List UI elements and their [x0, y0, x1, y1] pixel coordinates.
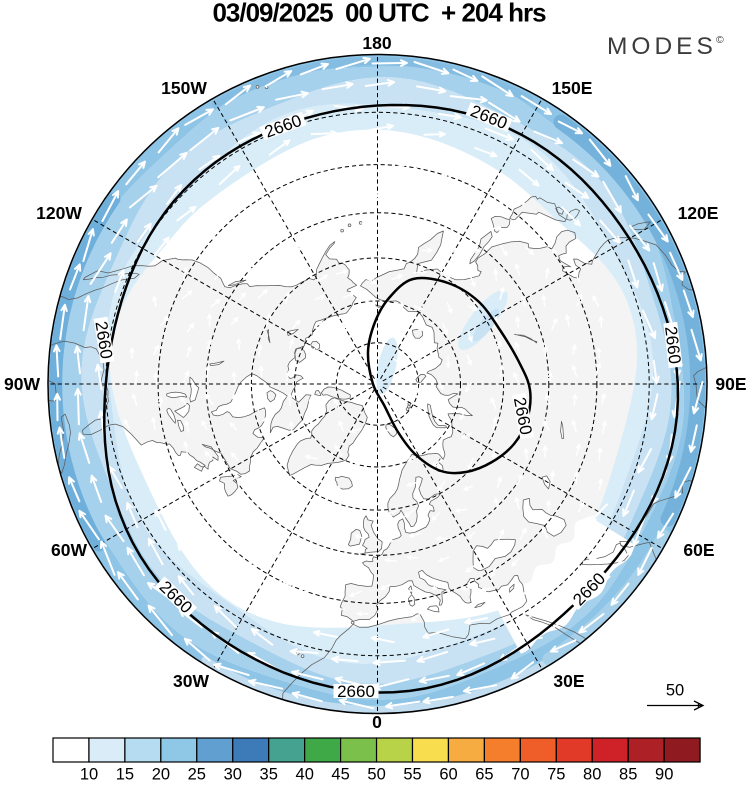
svg-text:90W: 90W	[4, 374, 40, 394]
svg-text:70: 70	[511, 766, 529, 783]
svg-text:35: 35	[260, 766, 278, 783]
svg-text:20: 20	[152, 766, 170, 783]
svg-text:03/09/2025 00 UTC + 204 hrs: 03/09/2025 00 UTC + 204 hrs	[212, 0, 546, 28]
svg-text:180: 180	[362, 33, 391, 53]
svg-text:60: 60	[439, 766, 457, 783]
svg-text:120E: 120E	[678, 203, 719, 223]
svg-text:40: 40	[296, 766, 314, 783]
svg-text:2660: 2660	[661, 325, 684, 365]
svg-text:MODES: MODES	[607, 33, 717, 60]
svg-text:80: 80	[583, 766, 601, 783]
svg-text:30E: 30E	[553, 671, 584, 691]
svg-text:55: 55	[403, 766, 421, 783]
svg-text:45: 45	[331, 766, 349, 783]
svg-text:30W: 30W	[173, 671, 209, 691]
svg-text:120W: 120W	[36, 203, 82, 223]
svg-text:15: 15	[116, 766, 134, 783]
svg-text:10: 10	[80, 766, 98, 783]
svg-text:150E: 150E	[552, 78, 593, 98]
svg-text:©: ©	[716, 34, 724, 46]
svg-text:85: 85	[619, 766, 637, 783]
svg-text:90: 90	[655, 766, 673, 783]
svg-text:0: 0	[372, 712, 382, 732]
svg-text:50: 50	[367, 766, 385, 783]
svg-text:150W: 150W	[161, 78, 207, 98]
svg-text:60W: 60W	[51, 540, 87, 560]
svg-text:90E: 90E	[715, 374, 746, 394]
svg-text:60E: 60E	[683, 540, 714, 560]
svg-text:50: 50	[666, 682, 684, 700]
svg-text:75: 75	[547, 766, 565, 783]
svg-text:2660: 2660	[337, 682, 375, 701]
svg-text:65: 65	[475, 766, 493, 783]
svg-text:25: 25	[188, 766, 206, 783]
svg-text:30: 30	[224, 766, 242, 783]
